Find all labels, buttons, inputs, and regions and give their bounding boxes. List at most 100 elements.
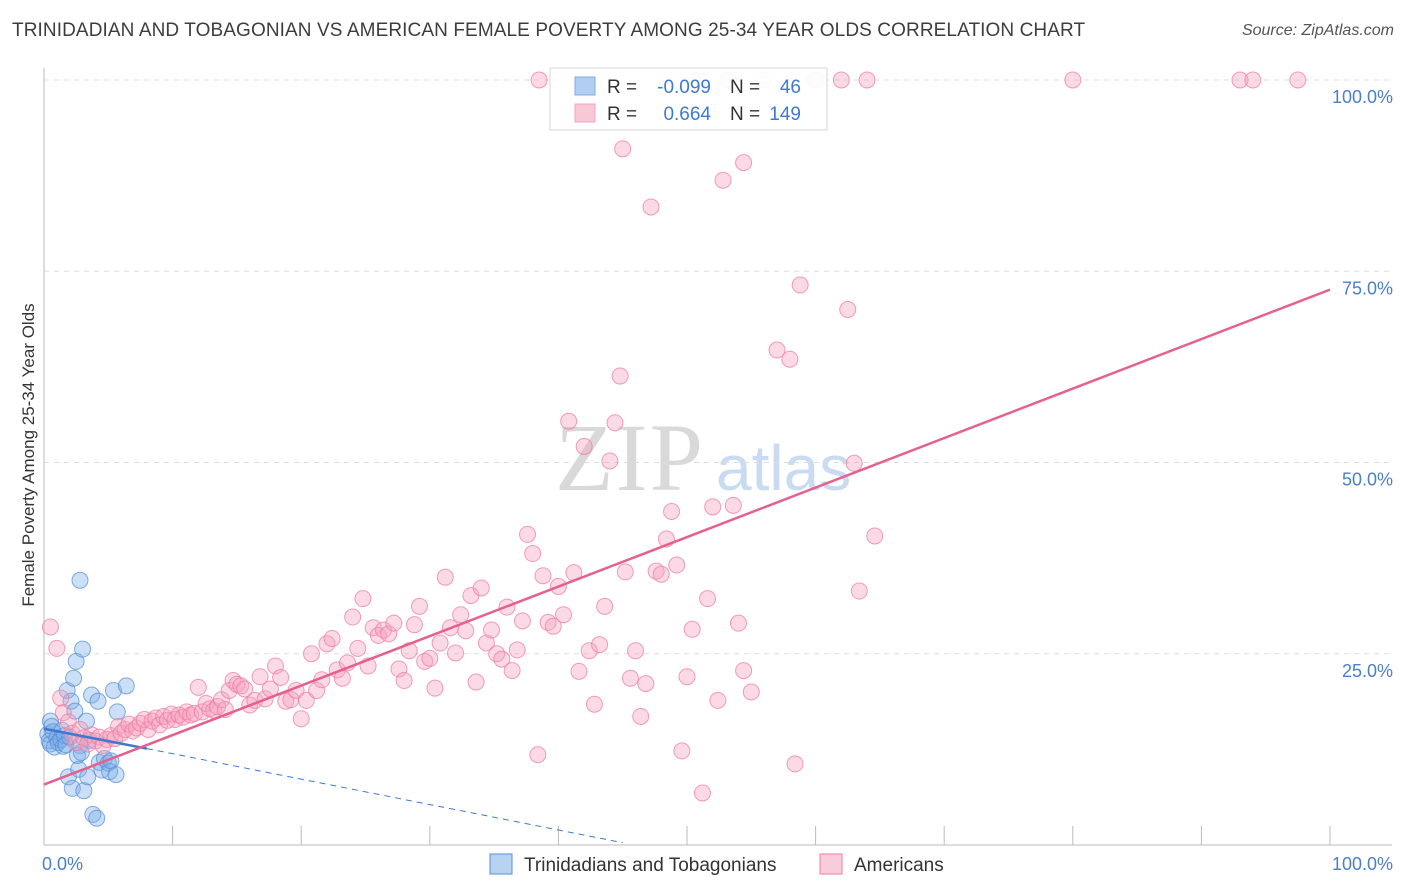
- trinidadian-trend-line: [43, 727, 148, 750]
- american-point-118: [585, 695, 603, 713]
- trinidadian-point-11: [54, 737, 72, 755]
- american-point-139: [693, 784, 711, 802]
- trinidadian-stats-swatch: [574, 76, 596, 96]
- american-point-84: [411, 597, 429, 615]
- y-axis-title: Female Poverty Among 25-34 Year Olds: [19, 303, 38, 606]
- american-point-59: [282, 691, 300, 709]
- american-point-38: [189, 678, 207, 696]
- american-point-158: [850, 582, 868, 600]
- american-point-87: [426, 679, 444, 697]
- american-point-140: [699, 590, 717, 608]
- american-trend-line: [43, 288, 1331, 786]
- chart-source: Source: ZipAtlas.com: [1241, 22, 1394, 39]
- american-point-152: [786, 755, 804, 773]
- american-point-157: [845, 454, 863, 472]
- american-point-155: [832, 71, 850, 89]
- american-point-53: [251, 668, 269, 686]
- american-point-136: [678, 668, 696, 686]
- trinidadian-point-44: [117, 677, 135, 695]
- american-point-148: [742, 683, 760, 701]
- american-point-122: [606, 414, 624, 432]
- american-point-100: [493, 650, 511, 668]
- watermark-zip: ZIP: [555, 404, 705, 511]
- american-r-label: R =: [607, 104, 637, 125]
- american-point-150: [768, 341, 786, 359]
- y-tick-label-100: 100.0%: [1332, 87, 1393, 107]
- american-point-137: [683, 620, 701, 638]
- american-point-164: [1289, 71, 1307, 89]
- american-point-103: [508, 641, 526, 659]
- american-point-71: [344, 608, 362, 626]
- american-point-108: [534, 567, 552, 585]
- trinidadian-trend-dashed: [146, 748, 623, 844]
- american-point-141: [704, 498, 722, 516]
- american-point-130: [647, 562, 665, 580]
- american-point-131: [652, 565, 670, 583]
- trinidadian-point-34: [88, 809, 106, 827]
- american-point-134: [668, 556, 686, 574]
- american-point-86: [421, 649, 439, 667]
- american-point-107: [529, 746, 547, 764]
- american-point-135: [673, 742, 691, 760]
- american-point-105: [519, 525, 537, 543]
- trinidadian-n-value: 46: [780, 77, 801, 98]
- american-point-62: [297, 691, 315, 709]
- american-point-126: [627, 642, 645, 660]
- trinidadian-point-19: [65, 669, 83, 687]
- american-point-142: [709, 691, 727, 709]
- trinidadian-point-27: [71, 571, 89, 589]
- american-point-97: [477, 634, 495, 652]
- american-point-2: [52, 689, 70, 707]
- x-tick-label-100: 100.0%: [1332, 854, 1393, 874]
- american-point-89: [436, 568, 454, 586]
- american-point-127: [632, 707, 650, 725]
- american-point-73: [354, 590, 372, 608]
- american-point-112: [555, 606, 573, 624]
- american-legend-label: Americans: [854, 855, 944, 876]
- american-point-81: [395, 672, 413, 690]
- american-point-85: [416, 652, 434, 670]
- american-point-159: [858, 71, 876, 89]
- trinidadian-point-28: [75, 782, 93, 800]
- american-stats-swatch: [574, 103, 596, 123]
- american-point-67: [323, 629, 341, 647]
- american-point-50: [236, 680, 254, 698]
- x-tick-label-0: 0.0%: [42, 854, 83, 874]
- american-point-79: [385, 614, 403, 632]
- american-point-146: [729, 614, 747, 632]
- american-point-66: [318, 635, 336, 653]
- american-point-61: [292, 710, 310, 728]
- american-point-95: [467, 673, 485, 691]
- trinidadian-point-30: [79, 768, 97, 786]
- trinidadian-legend-label: Trinidadians and Tobagonians: [524, 855, 776, 876]
- american-point-64: [308, 681, 326, 699]
- trinidadian-point-41: [104, 681, 122, 699]
- y-tick-label-25: 25.0%: [1342, 661, 1393, 681]
- american-point-98: [483, 621, 501, 639]
- y-tick-label-50: 50.0%: [1342, 470, 1393, 490]
- american-point-57: [272, 668, 290, 686]
- american-n-label: N =: [730, 104, 760, 125]
- trinidadian-n-label: N =: [730, 77, 760, 98]
- american-point-117: [580, 642, 598, 660]
- american-point-133: [663, 502, 681, 520]
- american-point-113: [560, 412, 578, 430]
- american-point-120: [596, 597, 614, 615]
- trinidadian-point-25: [72, 743, 90, 761]
- american-point-165: [735, 154, 753, 172]
- american-point-163: [1244, 71, 1262, 89]
- watermark-atlas: atlas: [716, 432, 851, 504]
- american-point-115: [570, 662, 588, 680]
- american-point-124: [616, 563, 634, 581]
- american-point-99: [488, 645, 506, 663]
- american-point-102: [503, 662, 521, 680]
- american-point-162: [1231, 71, 1249, 89]
- american-point-147: [735, 662, 753, 680]
- trinidadian-point-43: [108, 703, 126, 721]
- american-point-143: [714, 171, 732, 189]
- american-r-value: 0.664: [663, 104, 711, 125]
- trinidadian-point-45: [89, 692, 107, 710]
- american-point-0: [41, 618, 59, 636]
- y-tick-label-75: 75.0%: [1342, 278, 1393, 298]
